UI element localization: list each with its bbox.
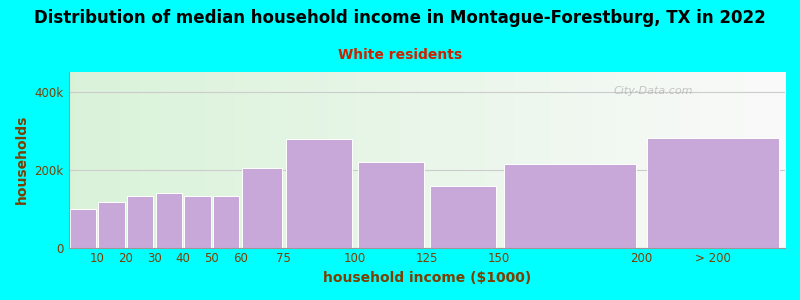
Bar	[430, 186, 495, 248]
Y-axis label: households: households	[15, 115, 29, 205]
Bar	[242, 168, 282, 248]
Text: Distribution of median household income in Montague-Forestburg, TX in 2022: Distribution of median household income …	[34, 9, 766, 27]
Text: City-Data.com: City-Data.com	[613, 86, 693, 96]
Bar	[184, 196, 210, 247]
Text: White residents: White residents	[338, 48, 462, 62]
Bar	[504, 164, 636, 248]
Bar	[70, 208, 96, 247]
Bar	[647, 138, 779, 248]
X-axis label: household income ($1000): household income ($1000)	[322, 271, 531, 285]
Bar	[127, 196, 154, 248]
Bar	[98, 202, 125, 248]
Bar	[358, 162, 424, 248]
Bar	[156, 193, 182, 248]
Bar	[213, 196, 239, 247]
Bar	[286, 139, 352, 248]
